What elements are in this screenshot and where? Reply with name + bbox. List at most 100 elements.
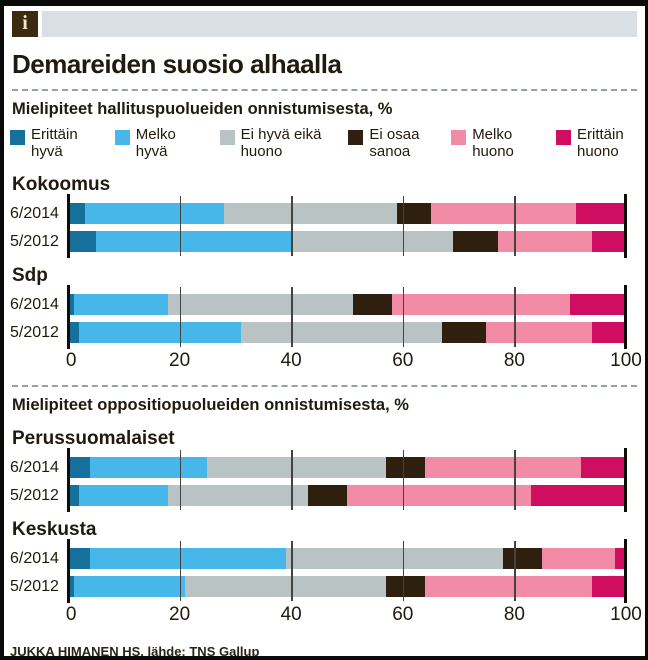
bar-segment-6 bbox=[575, 202, 626, 224]
legend-label: Ei osaa sanoa bbox=[369, 126, 420, 160]
bar-segment-2 bbox=[90, 456, 208, 478]
axis-start-tick bbox=[67, 193, 70, 258]
axis-tick-label: 80 bbox=[503, 603, 525, 625]
bar-segment-1 bbox=[68, 547, 91, 569]
dashed-divider bbox=[12, 89, 637, 91]
bar-segment-3 bbox=[291, 230, 453, 252]
bar-row-label: 6/2014 bbox=[10, 549, 59, 567]
bar-group: 6/2014 5/2012 bbox=[10, 193, 627, 258]
gridline bbox=[402, 286, 405, 347]
axis-tick-label: 100 bbox=[610, 603, 642, 625]
dashed-divider bbox=[12, 384, 637, 387]
axis-start-tick bbox=[67, 538, 70, 603]
legend-swatch bbox=[10, 130, 25, 145]
bar-segment-3 bbox=[168, 484, 308, 506]
bar-segment-2 bbox=[79, 321, 241, 343]
bar-segment-6 bbox=[531, 484, 626, 506]
bar-segment-5 bbox=[542, 547, 615, 569]
gridline bbox=[291, 286, 293, 347]
legend-label: Melko huono bbox=[472, 126, 514, 160]
legend-swatch bbox=[114, 130, 130, 145]
bar-segment-5 bbox=[346, 484, 532, 506]
gridline bbox=[291, 449, 293, 510]
gridline bbox=[514, 286, 516, 347]
legend-swatch bbox=[348, 130, 364, 145]
axis-tick-label: 80 bbox=[503, 349, 525, 371]
bar-segment-5 bbox=[425, 456, 582, 478]
axis-end-tick bbox=[624, 447, 627, 512]
axis-tick-labels: 0 20 40 60 80 100 bbox=[65, 349, 642, 376]
gridline bbox=[402, 449, 405, 510]
bar-segment-6 bbox=[614, 547, 626, 569]
gridline bbox=[291, 195, 293, 256]
bar-segment-3 bbox=[168, 293, 353, 315]
bar-segment-4 bbox=[503, 547, 543, 569]
bar-row-label: 5/2012 bbox=[10, 232, 59, 250]
bar-segment-5 bbox=[497, 230, 593, 252]
axis-tick-labels: 0 20 40 60 80 100 bbox=[65, 603, 642, 630]
legend-label: Erittäin huono bbox=[576, 126, 624, 160]
legend-item: Ei osaa sanoa bbox=[348, 126, 427, 161]
bar-segment-6 bbox=[592, 230, 626, 252]
bar-segment-1 bbox=[68, 321, 80, 343]
gridline bbox=[179, 195, 182, 256]
header-row: i bbox=[12, 11, 637, 37]
bar-segment-5 bbox=[425, 575, 593, 597]
bar-row: 5/2012 bbox=[10, 575, 626, 597]
bar-segment-6 bbox=[570, 293, 626, 315]
party-name: Keskusta bbox=[12, 518, 97, 540]
axis-tick-label: 60 bbox=[392, 603, 414, 625]
bar-segment-1 bbox=[68, 293, 74, 315]
bar-row-label: 5/2012 bbox=[10, 577, 59, 595]
section-subtitle: Mielipiteet hallituspuolueiden onnistumi… bbox=[12, 100, 393, 118]
bar-segment-2 bbox=[73, 293, 169, 315]
legend: Erittäin hyvä Melko hyvä Ei hyvä eikä huon… bbox=[10, 126, 637, 161]
axis-tick-label: 60 bbox=[392, 349, 414, 371]
bar-segment-4 bbox=[386, 575, 426, 597]
axis-tick-label: 20 bbox=[169, 349, 191, 371]
gridline bbox=[179, 540, 182, 601]
bar-segment-3 bbox=[285, 547, 504, 569]
bar-row: 6/2014 bbox=[10, 456, 626, 478]
header-strip bbox=[42, 11, 637, 37]
gridline bbox=[291, 540, 293, 601]
bar-segment-5 bbox=[486, 321, 593, 343]
legend-label: Melko hyvä bbox=[135, 126, 176, 160]
bar-segment-4 bbox=[453, 230, 498, 252]
axis-tick-label: 0 bbox=[65, 349, 77, 371]
info-icon[interactable]: i bbox=[12, 11, 38, 37]
legend-label: Erittäin hyvä bbox=[31, 126, 78, 160]
legend-swatch bbox=[555, 130, 571, 145]
bar-row-label: 5/2012 bbox=[10, 486, 59, 504]
gridline bbox=[514, 449, 516, 510]
bar-segment-3 bbox=[207, 456, 387, 478]
bar-row-label: 5/2012 bbox=[10, 323, 59, 341]
bar-row: 6/2014 bbox=[10, 202, 626, 224]
bar-segment-4 bbox=[307, 484, 347, 506]
bar-segment-4 bbox=[386, 456, 426, 478]
bar-row: 5/2012 bbox=[10, 484, 626, 506]
credit-line: JUKKA HIMANEN HS, lähde: TNS Gallup bbox=[10, 643, 260, 659]
gridline bbox=[402, 195, 405, 256]
axis-tick-label: 40 bbox=[280, 603, 302, 625]
bar-segment-4 bbox=[397, 202, 431, 224]
axis-tick-label: 40 bbox=[280, 349, 302, 371]
axis-tick-label: 0 bbox=[65, 603, 77, 625]
party-name: Sdp bbox=[12, 264, 48, 286]
axis-tick-label: 20 bbox=[169, 603, 191, 625]
section-subtitle: Mielipiteet oppositiopuolueiden onnistum… bbox=[12, 395, 409, 414]
bar-segment-4 bbox=[441, 321, 487, 343]
bar-segment-2 bbox=[95, 230, 292, 252]
bar-segment-3 bbox=[224, 202, 398, 224]
axis-end-tick bbox=[624, 284, 627, 349]
bar-segment-5 bbox=[430, 202, 576, 224]
page-title: Demareiden suosio alhaalla bbox=[12, 49, 342, 79]
bar-segment-1 bbox=[68, 575, 74, 597]
gridline bbox=[179, 286, 182, 347]
bar-segment-1 bbox=[68, 484, 80, 506]
bar-segment-2 bbox=[84, 202, 225, 224]
party-name: Perussuomalaiset bbox=[12, 427, 175, 449]
gridline bbox=[514, 195, 516, 256]
bar-segment-4 bbox=[352, 293, 392, 315]
